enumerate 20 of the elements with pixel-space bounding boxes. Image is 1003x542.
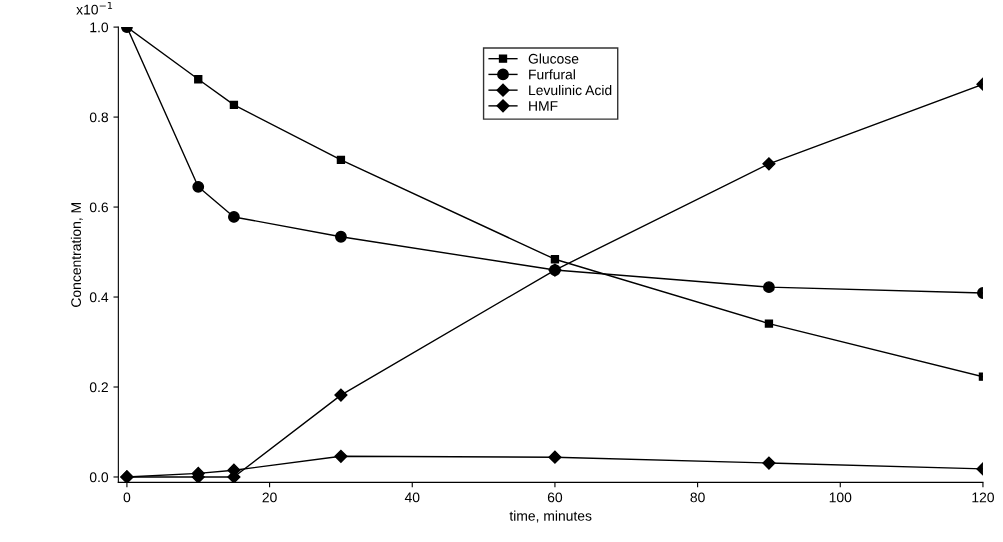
legend-label: Glucose	[528, 53, 579, 64]
x-tick-label: 120	[972, 492, 994, 503]
y-tick-label: 0.4	[89, 292, 109, 303]
y-tick-label: 0.2	[89, 382, 108, 393]
text: x10$^{−1}$	[76, 2, 113, 15]
y-tick-label: 0.0	[89, 472, 109, 483]
legend-label: Levulinic Acid	[529, 84, 612, 96]
x-tick-label: 20	[262, 492, 277, 503]
legend-label: Furfural	[529, 69, 575, 80]
x-tick-label: 100	[829, 492, 852, 503]
x-tick-label: 0	[123, 492, 131, 503]
x-tick-label: 40	[404, 492, 420, 503]
x-tick-label: 80	[690, 492, 705, 503]
y-tick-label: 1.0	[90, 22, 109, 33]
legend-label: HMF	[529, 101, 558, 111]
x-tick-label: 60	[547, 492, 563, 503]
y-tick-label: 0.6	[89, 202, 109, 213]
y-tick-label: 0.8	[89, 112, 109, 123]
x-axis-title: time, minutes	[509, 510, 592, 523]
y-axis-title: Concentration, M	[70, 203, 83, 307]
